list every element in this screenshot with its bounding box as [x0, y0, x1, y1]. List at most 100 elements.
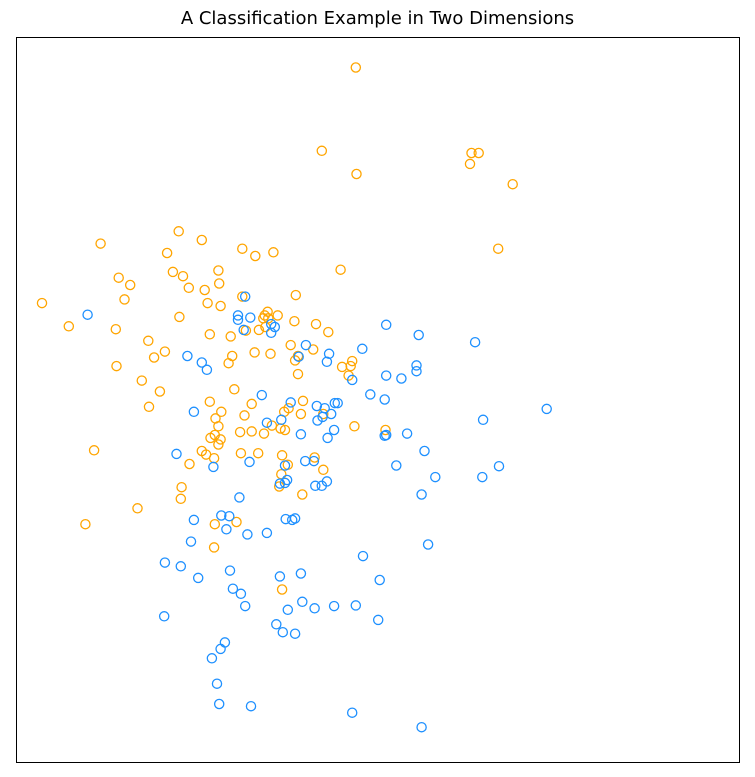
scatter-point-s0-27: [177, 270, 189, 282]
scatter-point-s1-33: [328, 424, 340, 436]
scatter-point-s1-15: [300, 339, 312, 351]
scatter-point-s0-97: [231, 516, 242, 528]
scatter-point-s1-100: [469, 336, 481, 348]
scatter-point-s1-56: [430, 471, 441, 483]
scatter-point-s0-51: [259, 310, 270, 321]
scatter-point-s0-11: [119, 294, 130, 305]
scatter-point-s1-9: [245, 312, 256, 323]
scatter-point-s0-15: [148, 352, 160, 363]
scatter-point-s0-0: [350, 62, 362, 73]
scatter-point-s1-103: [493, 460, 505, 472]
scatter-point-s1-28: [329, 397, 341, 409]
scatter-point-s0-74: [246, 426, 257, 437]
scatter-point-s1-69: [416, 489, 427, 500]
points-layer: [36, 62, 552, 733]
scatter-point-s1-22: [411, 365, 422, 377]
scatter-point-s1-63: [308, 455, 320, 467]
scatter-point-s0-42: [237, 291, 248, 302]
scatter-point-s0-66: [215, 434, 226, 445]
scatter-point-s1-53: [316, 480, 328, 492]
scatter-point-s1-58: [234, 492, 245, 503]
scatter-point-s0-68: [246, 398, 257, 410]
scatter-point-s0-2: [351, 168, 362, 180]
scatter-point-s0-58: [335, 264, 346, 275]
scatter-point-s1-34: [322, 432, 333, 444]
scatter-point-s1-49: [279, 477, 291, 489]
scatter-point-s1-91: [289, 628, 301, 639]
scatter-point-s0-71: [279, 424, 291, 436]
scatter-point-s0-8: [63, 321, 75, 332]
scatter-point-s0-57: [323, 326, 334, 338]
scatter-point-s1-40: [317, 411, 328, 423]
scatter-point-s1-102: [477, 414, 489, 426]
scatter-point-s0-25: [161, 247, 173, 259]
scatter-point-s1-87: [219, 637, 231, 648]
scatter-point-s0-95: [209, 518, 221, 530]
scatter-point-s0-30: [183, 282, 195, 294]
scatter-point-s1-72: [374, 574, 385, 586]
scatter-point-s1-26: [365, 389, 376, 400]
scatter-point-s1-65: [242, 529, 253, 540]
scatter-point-s1-13: [265, 327, 277, 339]
scatter-point-s0-50: [265, 348, 276, 360]
scatter-point-s1-83: [346, 707, 358, 718]
scatter-point-s1-96: [175, 561, 187, 572]
scatter-point-s1-19: [357, 343, 368, 355]
scatter-point-s1-5: [171, 448, 182, 460]
scatter-point-s1-82: [372, 614, 384, 626]
scatter-point-s1-2: [196, 357, 208, 368]
scatter-point-s0-3: [466, 147, 477, 159]
scatter-point-s0-92: [349, 421, 360, 432]
scatter-point-s0-26: [167, 266, 179, 278]
scatter-point-s1-88: [215, 643, 226, 655]
scatter-point-s0-96: [208, 542, 220, 553]
scatter-point-s0-83: [276, 450, 288, 461]
scatter-point-s1-68: [224, 510, 235, 522]
scatter-point-s0-22: [80, 518, 91, 530]
scatter-point-s0-106: [292, 368, 304, 380]
scatter-point-s0-41: [237, 243, 248, 254]
scatter-point-s0-21: [88, 445, 100, 456]
scatter-point-s0-52: [290, 289, 302, 301]
scatter-point-s1-50: [244, 456, 255, 468]
scatter-point-s1-36: [261, 417, 273, 428]
scatter-point-s1-10: [238, 324, 249, 336]
scatter-point-s0-29: [174, 311, 185, 323]
scatter-point-s1-3: [201, 364, 213, 376]
scatter-point-s1-104: [477, 471, 488, 483]
scatter-point-s0-32: [199, 284, 210, 296]
scatter-point-s0-24: [175, 493, 187, 505]
scatter-point-s0-44: [268, 247, 279, 258]
scatter-point-s0-33: [202, 297, 213, 309]
scatter-point-s1-77: [282, 604, 294, 616]
scatter-point-s0-20: [143, 401, 155, 413]
scatter-point-s1-6: [208, 461, 219, 473]
scatter-point-s1-76: [239, 600, 251, 612]
scatter-point-s0-28: [173, 226, 184, 237]
scatter-point-s1-30: [311, 400, 323, 412]
scatter-point-s0-90: [345, 360, 356, 372]
scatter-point-s0-18: [136, 375, 148, 386]
scatter-point-s1-43: [401, 428, 413, 439]
scatter-point-s1-21: [411, 360, 422, 371]
scatter-point-s1-75: [227, 583, 239, 594]
scatter-point-s0-110: [297, 395, 309, 407]
scatter-point-s1-62: [286, 514, 298, 526]
scatter-point-s0-16: [159, 346, 171, 357]
scatter-point-s1-18: [321, 356, 333, 368]
scatter-point-s1-80: [328, 600, 340, 612]
scatter-point-s0-56: [310, 318, 322, 330]
scatter-point-s1-70: [422, 539, 434, 550]
scatter-point-s1-16: [293, 351, 304, 362]
scatter-point-s0-31: [196, 234, 208, 246]
scatter-point-s1-12: [269, 321, 281, 333]
scatter-point-s1-81: [350, 600, 362, 611]
scatter-point-s0-98: [297, 489, 308, 500]
scatter-point-s1-90: [211, 678, 223, 689]
scatter-point-s1-24: [396, 373, 407, 384]
scatter-point-s0-7: [36, 297, 48, 309]
scatter-point-s1-97: [192, 572, 204, 584]
scatter-point-s1-14: [239, 291, 251, 302]
scatter-point-s1-94: [158, 611, 170, 622]
scatter-point-s0-82: [184, 458, 195, 470]
